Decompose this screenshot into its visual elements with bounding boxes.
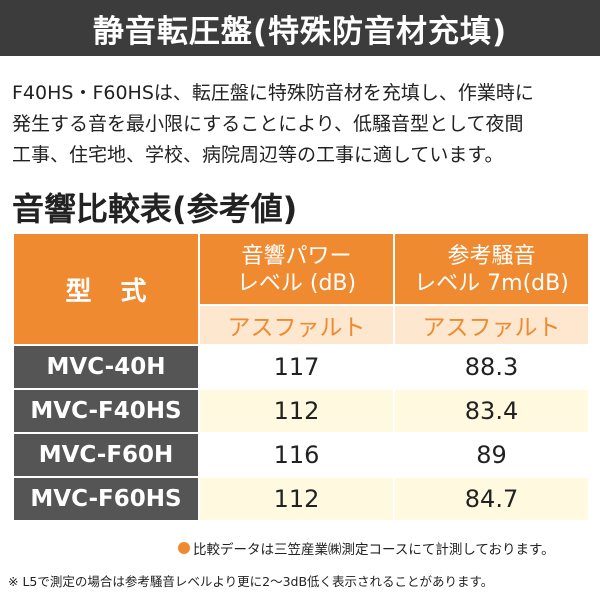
page-title: 静音転圧盤(特殊防音材充填) — [92, 13, 508, 50]
bullet-dot-icon — [178, 542, 190, 554]
sound-comparison-table: 型 式 音響パワー レベル (dB) 参考騒音 レベル 7m(dB) アスファル… — [12, 232, 590, 522]
power-level-header: 音響パワー レベル (dB) — [198, 232, 395, 306]
noise-level-header-line2: レベル 7m(dB) — [414, 271, 569, 296]
table-row: MVC-40H 117 88.3 — [12, 344, 590, 390]
power-value-cell: 117 — [198, 344, 395, 390]
table-subheader-row: アスファルト アスファルト — [13, 304, 590, 346]
description-text: F40HS・F60HSは、転圧盤に特殊防音材を充填し、作業時に 発生する音を最小… — [12, 78, 592, 171]
noise-surface-subheader: アスファルト — [393, 304, 590, 346]
power-level-header-line2: レベル (dB) — [236, 271, 357, 296]
table-row: MVC-F40HS 112 83.4 — [12, 388, 590, 434]
table-row: MVC-F60HS 112 84.7 — [12, 476, 590, 522]
table-row: MVC-F60H 116 89 — [12, 432, 590, 478]
table-header-row: 型 式 音響パワー レベル (dB) 参考騒音 レベル 7m(dB) — [12, 232, 590, 346]
noise-value-cell: 89 — [393, 432, 590, 478]
power-value-cell: 116 — [198, 432, 395, 478]
measurement-note-text: 比較データは三笠産業㈱測定コースにて計測しております。 — [193, 542, 555, 558]
noise-value-cell: 84.7 — [393, 476, 590, 522]
noise-value-cell: 83.4 — [393, 388, 590, 434]
noise-value-cell: 88.3 — [393, 344, 590, 390]
l5-footnote: ※ L5で測定の場合は参考騒音レベルより更に2～3dB低く表示されることがありま… — [8, 574, 494, 589]
description-line: 発生する音を最小限にすることにより、低騒音型として夜間 — [12, 113, 524, 135]
model-cell: MVC-F60HS — [12, 476, 200, 522]
power-value-cell: 112 — [198, 388, 395, 434]
noise-level-header-line1: 参考騒音 — [447, 244, 536, 269]
model-cell: MVC-F60H — [12, 432, 200, 478]
power-surface-subheader: アスファルト — [198, 304, 395, 346]
description-line: F40HS・F60HSは、転圧盤に特殊防音材を充填し、作業時に — [12, 82, 534, 104]
model-cell: MVC-40H — [12, 344, 200, 390]
model-column-header: 型 式 — [12, 232, 200, 346]
model-cell: MVC-F40HS — [12, 388, 200, 434]
power-level-header-line1: 音響パワー — [241, 244, 352, 269]
description-line: 工事、住宅地、学校、病院周辺等の工事に適しています。 — [12, 144, 504, 166]
page-title-bar: 静音転圧盤(特殊防音材充填) — [0, 0, 600, 56]
power-value-cell: 112 — [198, 476, 395, 522]
noise-level-header: 参考騒音 レベル 7m(dB) — [393, 232, 590, 306]
section-title: 音響比較表(参考値) — [12, 190, 298, 228]
measurement-note: 比較データは三笠産業㈱測定コースにて計測しております。 — [178, 538, 555, 558]
